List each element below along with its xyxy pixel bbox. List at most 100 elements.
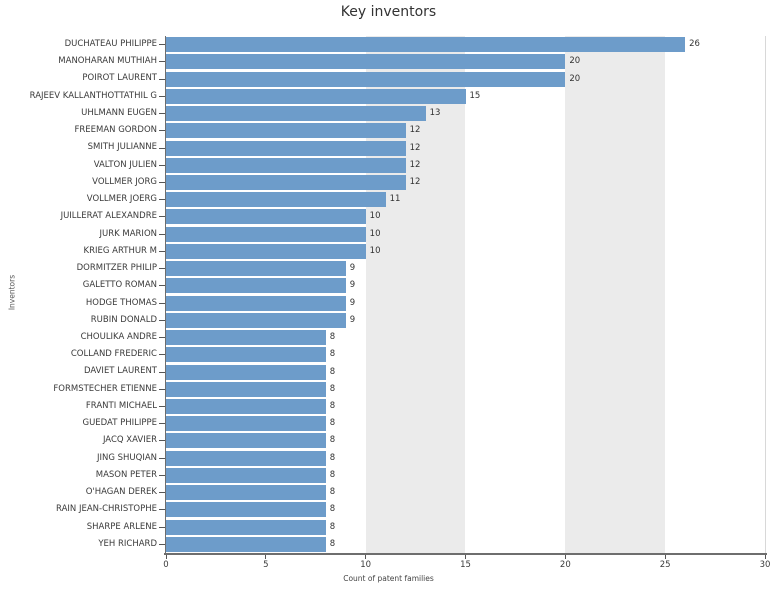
bar[interactable] — [166, 278, 346, 294]
bar[interactable] — [166, 37, 686, 53]
bar-value-label: 9 — [349, 263, 356, 274]
bar-value-label: 9 — [349, 280, 356, 291]
bar-value-label: 8 — [329, 401, 336, 412]
bar[interactable] — [166, 243, 366, 259]
y-tick-mark — [159, 354, 165, 356]
bar-value-label: 8 — [329, 487, 336, 498]
y-tick-label: VALTON JULIEN — [93, 159, 157, 170]
bar[interactable] — [166, 347, 326, 363]
y-tick-label: RUBIN DONALD — [90, 314, 157, 325]
x-tick-label: 0 — [163, 560, 169, 570]
y-tick-mark — [159, 61, 165, 63]
x-tick-label: 15 — [460, 560, 471, 570]
y-tick-label: VOLLMER JOERG — [86, 194, 157, 205]
y-tick-label: POIROT LAURENT — [82, 73, 157, 84]
bar-value-label: 12 — [409, 125, 421, 136]
grid-band — [565, 36, 666, 553]
bar[interactable] — [166, 123, 406, 139]
y-tick-label: HODGE THOMAS — [85, 297, 157, 308]
y-tick-mark — [159, 388, 165, 390]
y-tick-mark — [159, 423, 165, 425]
bar-value-label: 13 — [429, 108, 441, 119]
bar[interactable] — [166, 450, 326, 466]
y-tick-label: KRIEG ARTHUR M — [83, 245, 158, 256]
bar-value-label: 9 — [349, 314, 356, 325]
bar-value-label: 8 — [329, 332, 336, 343]
bar-value-label: 26 — [689, 39, 700, 50]
y-tick-label: DAVIET LAURENT — [83, 366, 157, 377]
bar-value-label: 8 — [329, 435, 336, 446]
bar-value-label: 15 — [469, 90, 481, 101]
bar[interactable] — [166, 226, 366, 242]
bar[interactable] — [166, 502, 326, 518]
x-tick-mark — [764, 554, 766, 559]
y-tick-label: JING SHUQIAN — [96, 452, 157, 463]
bar[interactable] — [166, 140, 406, 156]
y-tick-mark — [159, 440, 165, 442]
bar-value-label: 8 — [329, 366, 336, 377]
y-tick-mark — [159, 250, 165, 252]
bar-value-label: 8 — [329, 452, 336, 463]
y-tick-mark — [159, 113, 165, 115]
bar-value-label: 10 — [369, 245, 381, 256]
y-tick-mark — [159, 337, 165, 339]
bar-value-label: 8 — [329, 538, 336, 549]
bar[interactable] — [166, 106, 426, 122]
y-tick-label: SHARPE ARLENE — [86, 521, 157, 532]
bar[interactable] — [166, 519, 326, 535]
bar-value-label: 12 — [409, 142, 421, 153]
y-tick-label: MASON PETER — [95, 469, 157, 480]
bar[interactable] — [166, 295, 346, 311]
y-tick-label: GUEDAT PHILIPPE — [82, 418, 157, 429]
bar[interactable] — [166, 467, 326, 483]
y-tick-label: GALETTO ROMAN — [82, 280, 157, 291]
bar[interactable] — [166, 54, 566, 70]
y-axis-line — [165, 36, 166, 554]
bar[interactable] — [166, 261, 346, 277]
y-tick-mark — [159, 181, 165, 183]
y-tick-mark — [159, 474, 165, 476]
y-tick-label: UHLMANN EUGEN — [81, 107, 157, 118]
y-tick-mark — [159, 199, 165, 201]
y-tick-mark — [159, 78, 165, 80]
y-tick-mark — [159, 302, 165, 304]
y-tick-mark — [159, 216, 165, 218]
bar[interactable] — [166, 88, 466, 104]
bar[interactable] — [166, 536, 326, 552]
y-tick-mark — [159, 492, 165, 494]
y-tick-label: VOLLMER JORG — [92, 176, 157, 187]
bar[interactable] — [166, 330, 326, 346]
y-tick-label: JUILLERAT ALEXANDRE — [60, 211, 157, 222]
bar-value-label: 12 — [409, 159, 421, 170]
bar[interactable] — [166, 433, 326, 449]
x-axis-line — [164, 553, 767, 555]
y-tick-mark — [159, 543, 165, 545]
bar[interactable] — [166, 209, 366, 225]
y-tick-label: COLLAND FREDERIC — [70, 349, 157, 360]
bar[interactable] — [166, 364, 326, 380]
y-tick-mark — [159, 233, 165, 235]
y-tick-label: FREEMAN GORDON — [74, 125, 157, 136]
y-tick-mark — [159, 457, 165, 459]
bar[interactable] — [166, 399, 326, 415]
bar[interactable] — [166, 416, 326, 432]
y-tick-mark — [159, 406, 165, 408]
bar[interactable] — [166, 312, 346, 328]
y-tick-label: O'HAGAN DEREK — [85, 487, 157, 498]
bar-value-label: 20 — [569, 56, 581, 67]
bar-value-label: 10 — [369, 211, 381, 222]
bar-value-label: 8 — [329, 349, 336, 360]
bar-value-label: 8 — [329, 418, 336, 429]
bar[interactable] — [166, 157, 406, 173]
y-tick-label: JACQ XAVIER — [102, 435, 157, 446]
bar[interactable] — [166, 192, 386, 208]
bar[interactable] — [166, 381, 326, 397]
bar[interactable] — [166, 174, 406, 190]
bar[interactable] — [166, 71, 566, 87]
x-tick-label: 25 — [659, 560, 671, 570]
bar-value-label: 8 — [329, 504, 336, 515]
x-tick-mark — [165, 554, 167, 559]
y-tick-mark — [159, 95, 165, 97]
bar[interactable] — [166, 485, 326, 501]
y-tick-mark — [159, 44, 165, 46]
